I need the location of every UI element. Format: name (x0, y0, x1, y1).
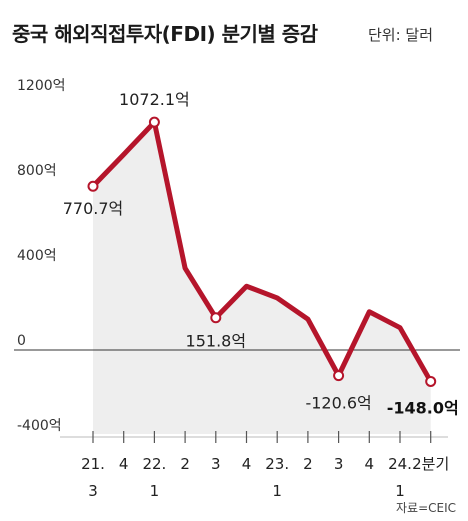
y-tick-label: 0 (17, 333, 26, 349)
source-note: 자료=CEIC (395, 501, 456, 515)
data-point (425, 375, 437, 387)
x-tick-label: 4 (365, 455, 375, 473)
data-label: -148.0억 (387, 398, 459, 417)
data-point (210, 312, 222, 324)
x-tick-label: 3 (211, 455, 221, 473)
y-tick-label: 400억 (17, 248, 57, 264)
x-tick-label: 1 (272, 482, 282, 500)
y-tick-label: 800억 (17, 163, 57, 179)
data-label: 151.8억 (186, 332, 247, 351)
data-label: 770.7억 (63, 199, 124, 218)
x-tick-label: 1 (150, 482, 160, 500)
x-tick-label: 4 (242, 455, 252, 473)
y-tick-label: 1200억 (17, 78, 66, 94)
data-point (333, 370, 345, 382)
x-tick-label: 2 (180, 455, 190, 473)
series-line (90, 119, 434, 384)
y-tick-label: -400억 (17, 418, 62, 434)
x-tick-label: 1 (395, 482, 405, 500)
data-point (148, 116, 160, 128)
area-fill (93, 122, 431, 435)
x-tick-label: 22. (142, 455, 166, 473)
x-tick-label: 2 (303, 455, 313, 473)
x-tick-label: 24. (388, 455, 412, 473)
data-point (87, 180, 99, 192)
x-tick-label: 3 (334, 455, 344, 473)
x-tick-label: 21. (81, 455, 105, 473)
data-label: -120.6억 (305, 394, 371, 413)
x-tick-label: 4 (119, 455, 129, 473)
unit-label: 단위: 달러 (368, 26, 434, 44)
x-tick-label: 3 (88, 482, 98, 500)
data-label: 1072.1억 (119, 90, 190, 109)
chart-title: 중국 해외직접투자(FDI) 분기별 증감 (12, 22, 318, 46)
x-tick-label: 2분기 (412, 455, 449, 473)
x-tick-label: 23. (265, 455, 289, 473)
